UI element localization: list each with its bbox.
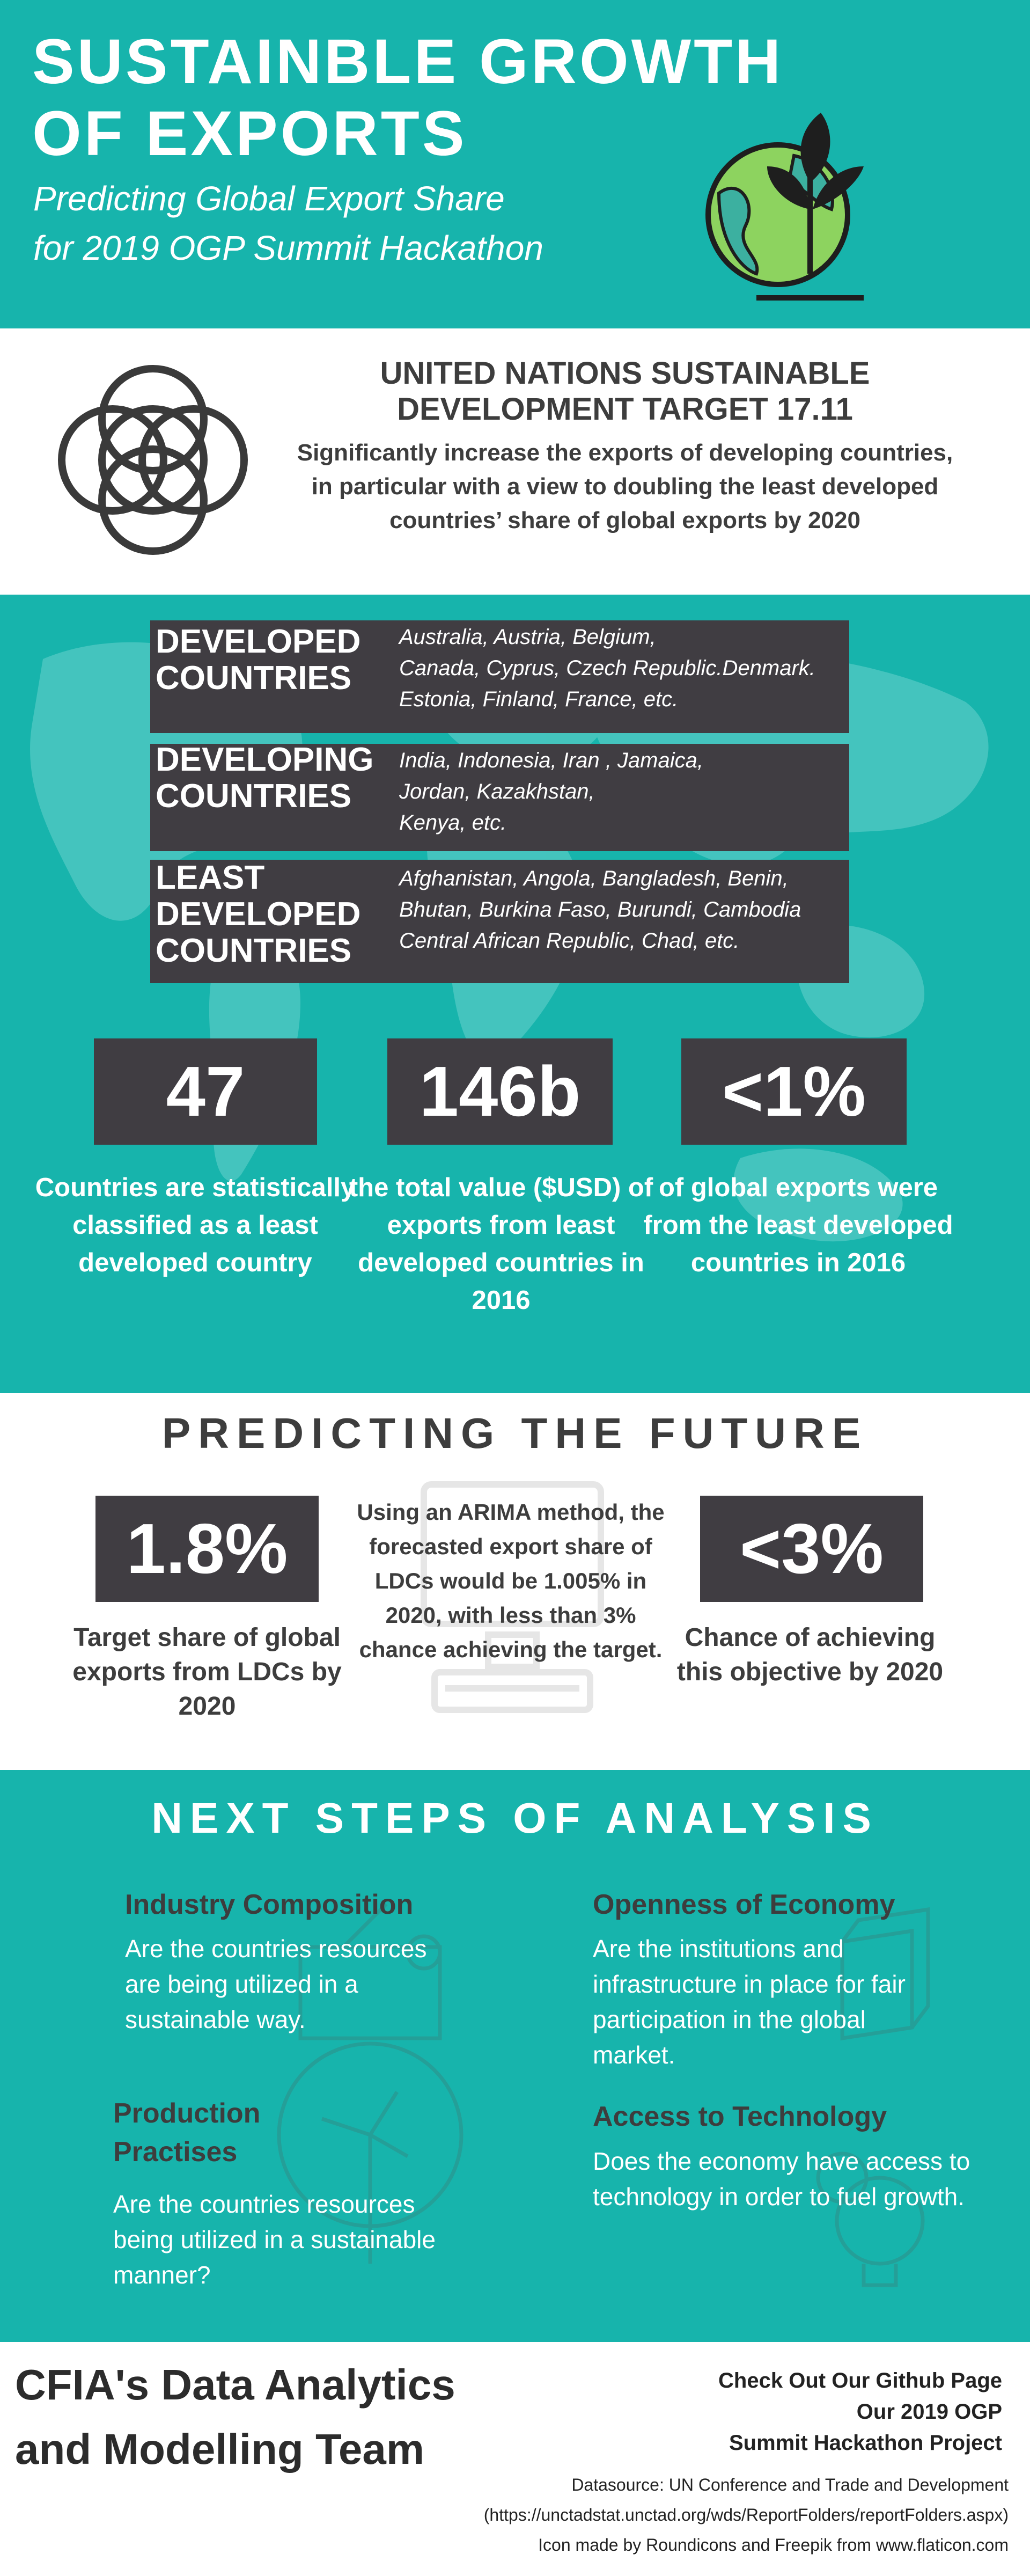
stat-value: 146b [387, 1038, 613, 1145]
class-label: DEVELOPED [156, 896, 361, 933]
un-section: UNITED NATIONS SUSTAINABLE DEVELOPMENT T… [0, 328, 1030, 595]
sdg-rings-icon [58, 365, 248, 555]
next-steps-icons [277, 1902, 930, 2287]
credit-line: Icon made by Roundicons and Freepik from… [538, 2535, 1009, 2555]
step-text: Are the institutions and infrastructure … [593, 1935, 906, 2069]
github-link[interactable]: Check Out Our Github Page [718, 2369, 1002, 2392]
classification-section: DEVELOPED COUNTRIES Australia, Austria, … [0, 595, 1030, 1393]
step-heading: Openness of Economy [593, 1889, 895, 1920]
stat-value: <1% [681, 1038, 907, 1145]
class-countries: Australia, Austria, Belgium, [399, 625, 656, 649]
class-label: DEVELOPED [156, 623, 361, 660]
prediction-value: 1.8% [95, 1496, 319, 1602]
team-line: CFIA's Data Analytics [15, 2361, 455, 2409]
least-developed-box [150, 860, 849, 983]
footer: CFIA's Data Analytics and Modelling Team… [0, 2342, 1030, 2576]
subtitle-line: for 2019 OGP Summit Hackathon [33, 229, 543, 267]
step-heading: Industry Composition [125, 1889, 414, 1920]
developed-box [150, 620, 849, 733]
un-title-line: UNITED NATIONS SUSTAINABLE [380, 356, 870, 391]
class-label: COUNTRIES [156, 660, 352, 697]
class-label: COUNTRIES [156, 932, 352, 969]
class-countries: Central African Republic, Chad, etc. [399, 929, 740, 953]
stat-text: the total value ($USD) of exports from l… [349, 1173, 653, 1315]
prediction-value: <3% [700, 1496, 923, 1602]
step-text: Does the economy have access to technolo… [593, 2147, 970, 2211]
credit-line: Datasource: UN Conference and Trade and … [571, 2475, 1009, 2494]
credit-line: (https://unctadstat.unctad.org/wds/Repor… [483, 2505, 1009, 2524]
step-text: Are the countries resources are being ut… [125, 1935, 427, 2033]
class-countries: Kenya, etc. [399, 811, 507, 835]
stat-text: Countries are statistically classified a… [35, 1173, 356, 1277]
team-line: and Modelling Team [15, 2425, 425, 2473]
un-title-line: DEVELOPMENT TARGET 17.11 [397, 392, 853, 427]
class-label: DEVELOPING [156, 741, 374, 778]
step-heading: Access to Technology [593, 2101, 887, 2132]
class-countries: Afghanistan, Angola, Bangladesh, Benin, [399, 867, 789, 890]
method-text: Using an ARIMA method, the forecasted ex… [357, 1499, 665, 1662]
predicting-section: PREDICTING THE FUTURE 1.8% Target share … [0, 1393, 1030, 1770]
step-heading: Production Practises [113, 2098, 261, 2168]
class-label: COUNTRIES [156, 778, 352, 815]
un-text: Significantly increase the exports of de… [297, 440, 953, 533]
subtitle-line: Predicting Global Export Share [33, 179, 505, 218]
stat-value: 47 [94, 1038, 317, 1145]
title-line: OF EXPORTS [32, 98, 467, 169]
class-label: LEAST [156, 859, 265, 896]
class-countries: Jordan, Kazakhstan, [399, 780, 595, 803]
github-link[interactable]: Our 2019 OGP [856, 2400, 1002, 2424]
section-title: PREDICTING THE FUTURE [161, 1409, 869, 1457]
prediction-text: Chance of achieving this objective by 20… [676, 1623, 944, 1686]
class-countries: Bhutan, Burkina Faso, Burundi, Cambodia [399, 898, 801, 921]
github-link[interactable]: Summit Hackathon Project [729, 2431, 1002, 2455]
developing-box [150, 744, 849, 851]
class-countries: Canada, Cyprus, Czech Republic.Denmark. [399, 656, 815, 680]
stat-text: of global exports were from the least de… [643, 1173, 953, 1277]
step-text: Are the countries resources being utiliz… [113, 2190, 436, 2289]
class-countries: India, Indonesia, Iran , Jamaica, [399, 749, 703, 772]
globe-icon [705, 113, 864, 301]
computer-icon [421, 1481, 604, 1713]
section-title: NEXT STEPS OF ANALYSIS [151, 1794, 879, 1842]
class-countries: Estonia, Finland, France, etc. [399, 687, 679, 711]
next-steps-section: NEXT STEPS OF ANALYSIS Industry Composit… [0, 1770, 1030, 2342]
header: SUSTAINBLE GROWTH OF EXPORTS Predicting … [0, 0, 1030, 328]
title-line: SUSTAINBLE GROWTH [32, 26, 784, 97]
prediction-text: Target share of global exports from LDCs… [72, 1623, 342, 1721]
